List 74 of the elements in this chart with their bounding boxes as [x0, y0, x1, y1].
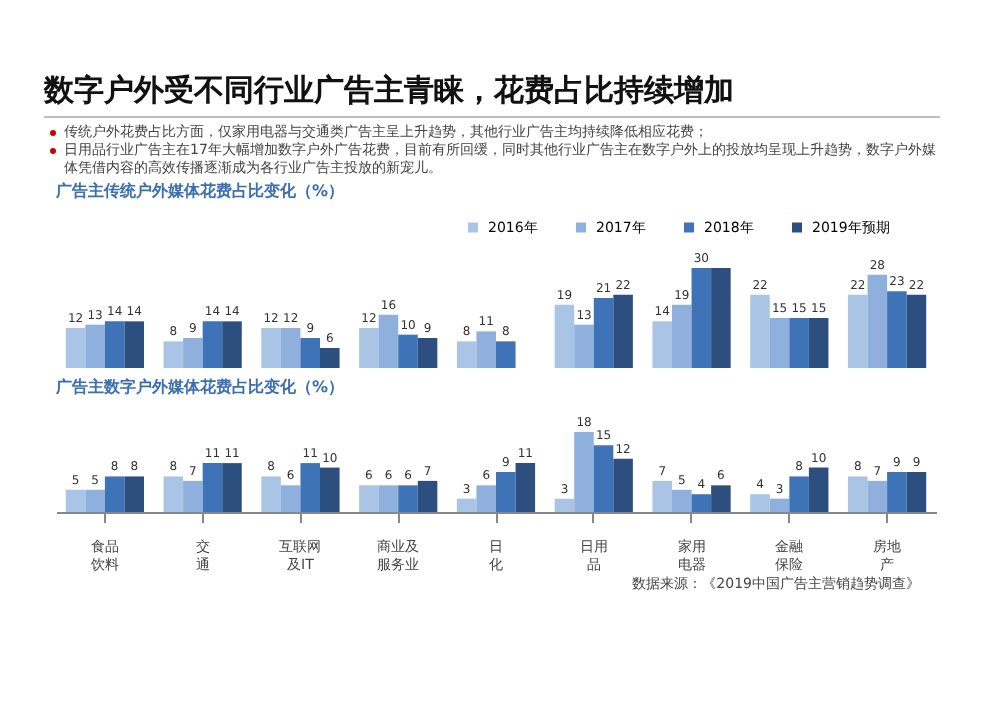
- bar: [574, 432, 594, 513]
- bar: [359, 485, 379, 513]
- bar: [456, 499, 477, 513]
- bar: [808, 468, 829, 513]
- bar: [124, 476, 144, 513]
- bar: [711, 268, 731, 369]
- bar: [124, 321, 144, 369]
- bar: [300, 338, 320, 369]
- bar: [496, 341, 516, 369]
- bar: [280, 328, 301, 369]
- bar: [85, 490, 105, 513]
- bar: [280, 485, 301, 513]
- bar: [574, 325, 594, 369]
- bar: [906, 295, 927, 369]
- bar: [202, 463, 223, 513]
- bar: [222, 321, 242, 369]
- bar: [789, 318, 809, 369]
- bar: [476, 331, 496, 369]
- bar: [652, 321, 672, 369]
- bar: [711, 485, 731, 513]
- bar: [593, 445, 614, 513]
- bar: [359, 328, 379, 369]
- bar: [691, 268, 712, 369]
- bar: [769, 499, 790, 513]
- chart-title: 广告主传统户外媒体花费占比变化（%）: [54, 180, 345, 201]
- bar: [789, 476, 809, 513]
- bar: [163, 476, 184, 513]
- text: 数字户外受不同行业广告主青睐，花费占比持续增加: [44, 72, 940, 118]
- bar: [417, 338, 438, 369]
- bar: [104, 476, 125, 513]
- bar: [554, 305, 575, 369]
- bar: [593, 298, 614, 369]
- bar: [672, 490, 692, 513]
- bar: [222, 463, 242, 513]
- bar: [417, 481, 438, 513]
- bar: [398, 335, 418, 369]
- bar: [496, 472, 516, 513]
- bar: [104, 321, 125, 369]
- chart-title: 广告主数字户外媒体花费占比变化（%）: [54, 376, 345, 397]
- bar: [476, 485, 496, 513]
- bar: [320, 468, 340, 513]
- bar: [848, 295, 868, 369]
- bar: [848, 476, 868, 513]
- bar: [378, 315, 399, 369]
- bar: [652, 481, 672, 513]
- bar: [691, 494, 712, 513]
- bar: [515, 463, 536, 513]
- bar: [378, 485, 399, 513]
- bar: [554, 499, 575, 513]
- bar: [867, 481, 888, 513]
- bar: [887, 291, 907, 369]
- bar: [613, 459, 633, 513]
- bar: [183, 481, 203, 513]
- bar: [769, 318, 790, 369]
- bar: [261, 476, 281, 513]
- bar: [750, 494, 770, 513]
- bar: [300, 463, 320, 513]
- bar: [867, 275, 888, 369]
- bar: [202, 321, 223, 369]
- bar: [261, 328, 281, 369]
- bar: [85, 325, 105, 369]
- bar: [398, 485, 418, 513]
- bar: [65, 328, 86, 369]
- bar: [320, 348, 340, 369]
- bar: [183, 338, 203, 369]
- bar: [163, 341, 184, 369]
- bar: [906, 472, 927, 513]
- bar: [613, 295, 633, 369]
- bar: [672, 305, 692, 369]
- bar: [456, 341, 477, 369]
- bar: [65, 490, 86, 513]
- bar: [750, 295, 770, 369]
- bar: [887, 472, 907, 513]
- bar: [808, 318, 829, 369]
